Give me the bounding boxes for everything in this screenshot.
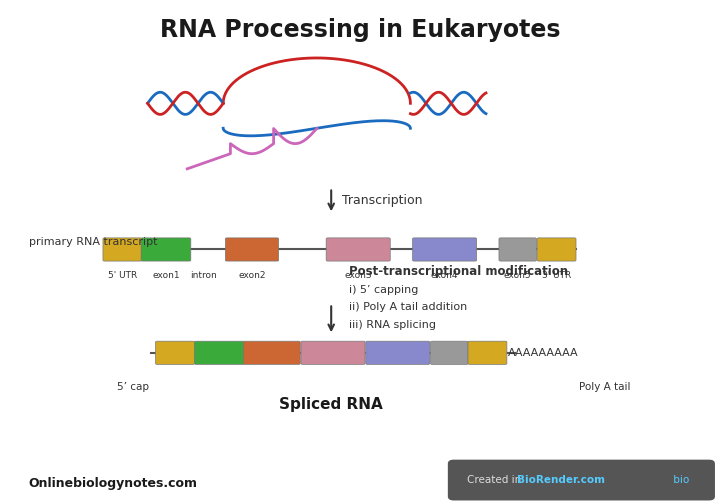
FancyBboxPatch shape [499,238,536,261]
Text: 3' UTR: 3' UTR [542,271,571,280]
Text: RNA Processing in Eukaryotes: RNA Processing in Eukaryotes [160,18,560,42]
FancyBboxPatch shape [141,238,191,261]
Text: Transcription: Transcription [342,194,423,207]
Text: AAAAAAAAA: AAAAAAAAA [508,348,578,358]
Text: exon2: exon2 [238,271,266,280]
FancyBboxPatch shape [243,341,300,364]
Text: iii) RNA splicing: iii) RNA splicing [349,320,436,330]
FancyBboxPatch shape [413,238,477,261]
Text: 5' UTR: 5' UTR [108,271,137,280]
Text: exon4: exon4 [431,271,459,280]
FancyBboxPatch shape [194,341,244,364]
Text: exon5: exon5 [504,271,531,280]
FancyBboxPatch shape [326,238,390,261]
FancyBboxPatch shape [431,341,468,364]
Text: bio: bio [670,475,689,485]
FancyBboxPatch shape [468,341,507,364]
Text: Onlinebiologynotes.com: Onlinebiologynotes.com [29,477,198,490]
Text: Created in: Created in [467,475,524,485]
Text: i) 5’ capping: i) 5’ capping [349,285,418,295]
Text: primary RNA transcript: primary RNA transcript [29,237,157,247]
Text: Post-transcriptional modification: Post-transcriptional modification [349,265,568,278]
Text: ii) Poly A tail addition: ii) Poly A tail addition [349,302,467,312]
FancyBboxPatch shape [537,238,576,261]
Text: exon1: exon1 [152,271,180,280]
FancyBboxPatch shape [301,341,365,364]
Text: 5’ cap: 5’ cap [117,382,149,392]
FancyBboxPatch shape [156,341,194,364]
FancyBboxPatch shape [448,460,715,500]
Text: intron: intron [189,271,217,280]
Text: BioRender.com: BioRender.com [517,475,605,485]
Text: Poly A tail: Poly A tail [579,382,631,392]
FancyBboxPatch shape [103,238,142,261]
FancyBboxPatch shape [366,341,430,364]
Text: Spliced RNA: Spliced RNA [279,397,383,412]
Text: exon3: exon3 [344,271,372,280]
FancyBboxPatch shape [225,238,279,261]
